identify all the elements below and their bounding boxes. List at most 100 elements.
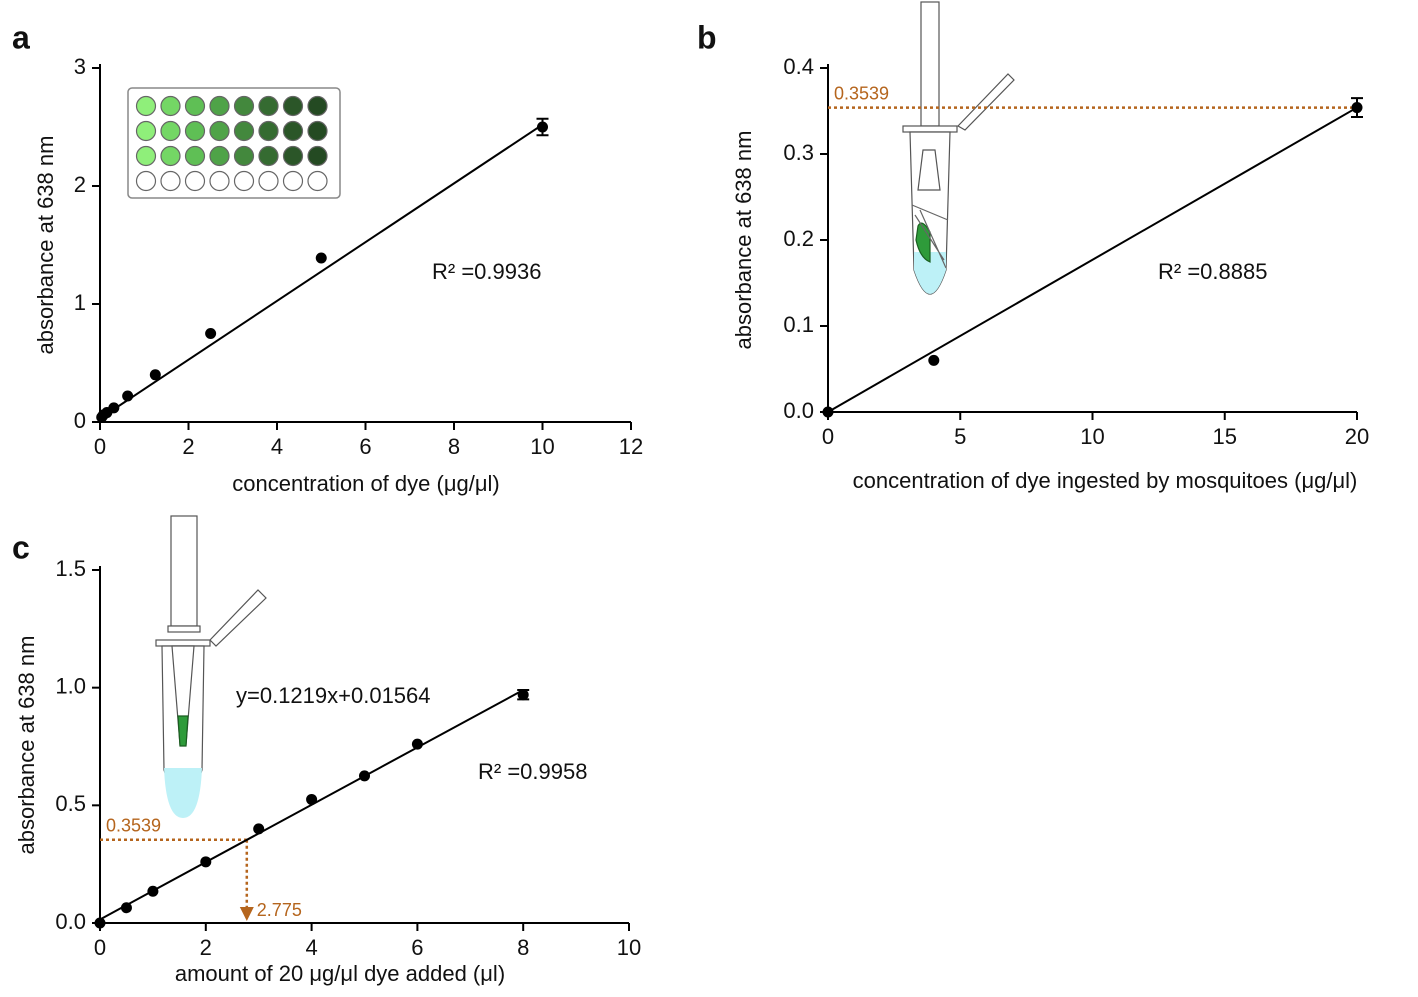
x-tick-label: 8 — [448, 434, 460, 459]
data-point — [1351, 102, 1363, 114]
y-tick-label: 0.1 — [783, 312, 814, 337]
well — [282, 95, 304, 117]
r-squared: R² =0.9936 — [432, 259, 541, 284]
y-axis-label: absorbance at 638 nm — [33, 136, 58, 355]
well-plate-inset — [127, 87, 341, 199]
data-point — [306, 793, 318, 805]
well — [160, 145, 181, 167]
x-tick-label: 8 — [517, 935, 529, 960]
fit-line — [99, 123, 544, 420]
x-tick-label: 2 — [200, 935, 212, 960]
reference-arrow — [239, 907, 254, 921]
x-tick-label: 2 — [182, 434, 194, 459]
data-point — [122, 390, 134, 402]
data-point — [928, 354, 940, 366]
reference-x-label: 2.775 — [257, 900, 302, 920]
data-point — [315, 252, 327, 264]
y-tick-label: 0 — [74, 408, 86, 433]
well — [233, 95, 255, 117]
x-tick-label: 10 — [530, 434, 554, 459]
well — [184, 145, 206, 167]
tube-inset-c — [155, 515, 267, 818]
well — [307, 145, 328, 167]
well — [160, 95, 181, 117]
x-tick-label: 0 — [94, 935, 106, 960]
x-tick-label: 20 — [1345, 424, 1369, 449]
well — [160, 120, 181, 142]
well — [209, 120, 230, 142]
x-tick-label: 0 — [822, 424, 834, 449]
well — [307, 120, 328, 142]
panel-label: b — [697, 19, 717, 55]
panel-label: c — [12, 529, 30, 565]
well — [135, 95, 157, 117]
data-point — [822, 406, 834, 418]
data-point — [205, 328, 217, 339]
well — [307, 170, 328, 192]
panel-label: a — [12, 19, 30, 55]
well — [209, 170, 230, 192]
y-tick-label: 0.4 — [783, 54, 814, 79]
well — [282, 145, 304, 167]
r-squared: R² =0.9958 — [478, 759, 587, 784]
well — [258, 95, 279, 117]
fit-equation: y=0.1219x+0.01564 — [236, 683, 431, 708]
reference-label: 0.3539 — [834, 83, 889, 103]
well — [233, 120, 255, 142]
data-point — [359, 770, 370, 782]
data-point — [200, 856, 212, 868]
well — [135, 120, 157, 142]
well — [258, 120, 279, 142]
well — [184, 95, 206, 117]
y-tick-label: 1.5 — [55, 556, 86, 581]
well — [258, 170, 279, 192]
y-tick-label: 0.5 — [55, 791, 86, 816]
data-point — [147, 885, 159, 897]
data-point — [411, 738, 423, 750]
y-tick-label: 3 — [74, 54, 86, 79]
x-tick-label: 6 — [359, 434, 371, 459]
y-tick-label: 0.3 — [783, 140, 814, 165]
well — [233, 145, 255, 167]
well — [209, 95, 230, 117]
y-tick-label: 1.0 — [55, 673, 86, 698]
well — [184, 120, 206, 142]
x-tick-label: 10 — [617, 935, 641, 960]
y-tick-label: 0.2 — [783, 226, 814, 251]
data-point — [537, 121, 548, 133]
data-point — [149, 369, 161, 381]
x-axis-label: concentration of dye ingested by mosquit… — [853, 468, 1358, 493]
fit-line — [827, 106, 1358, 413]
y-axis-label: absorbance at 638 nm — [731, 131, 756, 350]
tube-inset-b — [902, 1, 1015, 295]
data-point — [517, 689, 529, 701]
well — [282, 170, 304, 192]
x-tick-label: 5 — [954, 424, 966, 449]
r-squared: R² =0.8885 — [1158, 259, 1267, 284]
well — [233, 170, 255, 192]
well — [160, 170, 181, 192]
well — [135, 170, 157, 192]
x-tick-label: 6 — [411, 935, 423, 960]
well — [282, 120, 304, 142]
y-tick-label: 0.0 — [783, 398, 814, 423]
x-tick-label: 4 — [271, 434, 283, 459]
y-tick-label: 0.0 — [55, 909, 86, 934]
x-tick-label: 10 — [1080, 424, 1104, 449]
data-point — [120, 902, 132, 914]
y-tick-label: 2 — [74, 172, 86, 197]
well — [258, 145, 279, 167]
well — [135, 145, 157, 167]
data-point — [94, 917, 106, 929]
y-axis-label: absorbance at 638 nm — [14, 636, 39, 855]
well — [307, 95, 328, 117]
well — [184, 170, 206, 192]
data-point — [108, 402, 120, 414]
x-tick-label: 0 — [94, 434, 106, 459]
x-axis-label: concentration of dye (μg/μl) — [232, 471, 499, 496]
x-tick-label: 15 — [1213, 424, 1237, 449]
reference-label: 0.3539 — [106, 815, 161, 835]
x-tick-label: 4 — [305, 935, 317, 960]
well — [209, 145, 230, 167]
